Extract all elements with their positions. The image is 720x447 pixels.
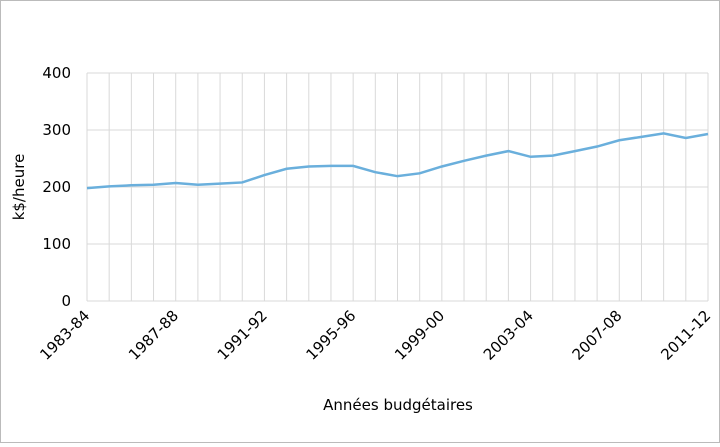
y-tick-label: 0	[61, 292, 71, 310]
line	[86, 132, 709, 190]
y-tick-label: 100	[42, 235, 71, 253]
x-axis-label: Années budgétaires	[323, 396, 473, 414]
y-tick-label: 200	[42, 178, 71, 196]
y-tick-label: 300	[42, 121, 71, 139]
y-axis-label: k$/heure	[10, 154, 28, 221]
y-tick-label: 400	[42, 64, 71, 82]
